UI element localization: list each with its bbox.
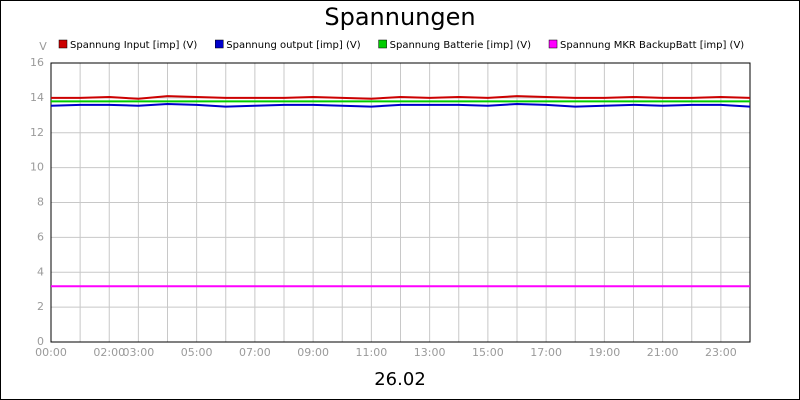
plot-frame [50,62,751,343]
y-tick-label: 12 [30,126,44,139]
y-tick-label: 16 [30,56,44,69]
x-tick-label: 17:00 [530,346,562,359]
legend-swatch [58,39,68,49]
y-tick-label: 4 [37,265,44,278]
x-tick-label: 21:00 [647,346,679,359]
legend-label: Spannung Input [imp] (V) [70,40,197,51]
x-tick-label: 09:00 [297,346,329,359]
chart-title: Spannungen [324,3,475,31]
x-tick-label: 23:00 [705,346,737,359]
x-tick-label: 13:00 [414,346,446,359]
x-tick-label: 15:00 [472,346,504,359]
x-tick-label: 11:00 [356,346,388,359]
x-tick-label: 03:00 [123,346,155,359]
series-line [50,102,751,108]
legend-label: Spannung MKR BackupBatt [imp] (V) [560,40,744,51]
y-axis-label: V [39,40,47,53]
y-tick-label: 6 [37,230,44,243]
x-tick-label: 19:00 [589,346,621,359]
y-tick-label: 0 [37,335,44,348]
series-line [51,95,751,100]
x-tick-label: 00:00 [35,346,67,359]
chart-subtitle: 26.02 [374,369,426,390]
x-tick-label: 05:00 [181,346,213,359]
y-tick-label: 8 [37,196,44,209]
legend-swatch [548,39,558,49]
x-tick-label: 07:00 [239,346,271,359]
legend-label: Spannung output [imp] (V) [226,40,360,51]
legend-swatch [378,39,387,49]
legend-swatch [215,39,224,49]
legend-label: Spannung Batterie [imp] (V) [390,40,531,51]
y-tick-label: 10 [30,161,44,174]
y-tick-label: 14 [30,91,44,104]
y-tick-label: 2 [37,300,44,313]
x-tick-label: 02:00 [93,346,125,359]
